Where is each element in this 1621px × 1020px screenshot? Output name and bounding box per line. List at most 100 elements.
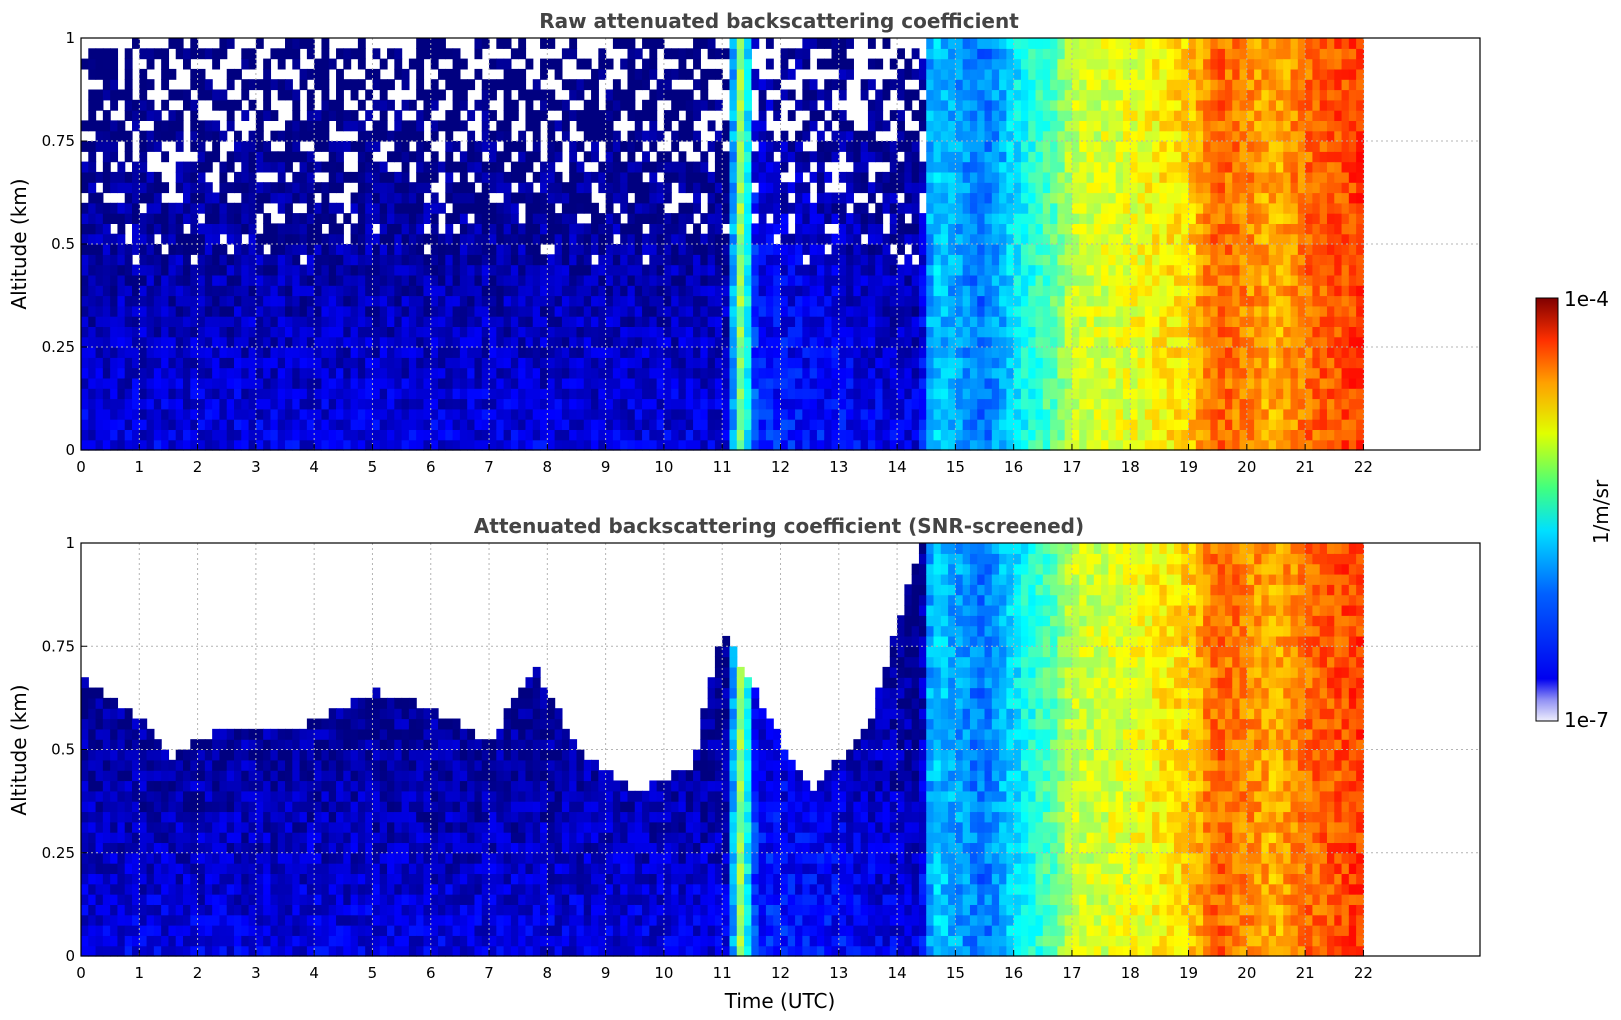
heatmap-cell [744, 285, 752, 297]
heatmap-cell [263, 89, 272, 101]
heatmap-cell [503, 38, 512, 49]
heatmap-cell [416, 316, 425, 327]
heatmap-cell [860, 264, 869, 276]
heatmap-cell [153, 336, 162, 348]
heatmap-cell [977, 336, 986, 348]
heatmap-cell [576, 244, 585, 255]
heatmap-cell [321, 182, 330, 194]
heatmap-cell [700, 38, 709, 49]
heatmap-cell [430, 254, 439, 266]
heatmap-cell [751, 79, 760, 91]
heatmap-cell [241, 408, 250, 420]
heatmap-cell [714, 130, 723, 142]
heatmap-cell [671, 244, 680, 255]
heatmap-cell [948, 254, 956, 266]
heatmap-cell [510, 305, 519, 317]
heatmap-cell [1101, 151, 1109, 163]
heatmap-cell [882, 182, 891, 194]
heatmap-cell [736, 336, 745, 348]
heatmap-cell [926, 398, 935, 410]
heatmap-cell [1093, 398, 1102, 410]
heatmap-cell [1115, 89, 1124, 101]
heatmap-cell [379, 357, 388, 369]
heatmap-cell [875, 233, 884, 245]
heatmap-cell [102, 89, 111, 101]
heatmap-cell [365, 347, 374, 358]
heatmap-cell [540, 99, 548, 111]
heatmap-cell [139, 110, 148, 121]
heatmap-cell [357, 367, 366, 379]
heatmap-cell [255, 38, 264, 49]
heatmap-cell [314, 388, 323, 400]
heatmap-cell [365, 233, 374, 245]
heatmap-cell [401, 202, 410, 214]
heatmap-cell [620, 274, 629, 286]
heatmap-cell [430, 38, 439, 49]
heatmap-cell [219, 48, 228, 60]
heatmap-cell [1057, 202, 1066, 214]
heatmap-cell [838, 336, 847, 348]
heatmap-cell [248, 171, 257, 183]
heatmap-cell [248, 305, 257, 317]
heatmap-cell [576, 357, 585, 369]
heatmap-cell [736, 171, 745, 183]
heatmap-cell [1057, 377, 1066, 389]
heatmap-cell [372, 429, 381, 441]
heatmap-cell [328, 316, 337, 327]
heatmap-cell [408, 120, 417, 132]
heatmap-cell [372, 264, 381, 276]
heatmap-cell [1057, 161, 1066, 173]
heatmap-cell [809, 419, 818, 430]
heatmap-cell [904, 326, 913, 338]
heatmap-cell [926, 38, 935, 49]
heatmap-cell [773, 316, 782, 327]
heatmap-cell [867, 79, 876, 91]
heatmap-cell [620, 388, 629, 400]
heatmap-cell [867, 408, 876, 420]
heatmap-cell [1101, 377, 1109, 389]
heatmap-cell [860, 244, 869, 255]
heatmap-cell [751, 377, 760, 389]
heatmap-cell [802, 408, 811, 420]
heatmap-cell [452, 429, 461, 441]
heatmap-cell [321, 254, 330, 266]
heatmap-cell [561, 295, 570, 307]
heatmap-cell [663, 439, 672, 451]
heatmap-cell [452, 233, 461, 245]
heatmap-cell [175, 202, 184, 214]
heatmap-cell [299, 130, 308, 142]
heatmap-cell [904, 99, 913, 111]
heatmap-cell [1028, 68, 1037, 80]
heatmap-cell [234, 244, 242, 255]
heatmap-cell [525, 285, 534, 297]
heatmap-cell [277, 357, 286, 369]
heatmap-cell [1050, 202, 1058, 214]
heatmap-cell [336, 305, 344, 317]
heatmap-cell [350, 295, 359, 307]
heatmap-cell [161, 419, 170, 430]
heatmap-cell [1079, 233, 1088, 245]
heatmap-cell [204, 429, 213, 441]
heatmap-cell [649, 161, 658, 173]
heatmap-cell [379, 89, 388, 101]
heatmap-cell [678, 254, 687, 266]
heatmap-cell [729, 58, 738, 70]
heatmap-cell [255, 274, 264, 286]
heatmap-cell [321, 99, 330, 111]
heatmap-cell [248, 336, 257, 348]
heatmap-cell [605, 357, 614, 369]
heatmap-cell [780, 192, 789, 204]
heatmap-cell [510, 274, 519, 286]
heatmap-cell [693, 377, 701, 389]
heatmap-cell [365, 439, 374, 451]
heatmap-cell [1006, 429, 1015, 441]
heatmap-cell [285, 151, 293, 163]
heatmap-cell [241, 161, 250, 173]
heatmap-cell [459, 161, 468, 173]
heatmap-cell [1122, 419, 1131, 430]
heatmap-cell [642, 347, 650, 358]
heatmap-cell [175, 48, 184, 60]
heatmap-cell [481, 171, 490, 183]
heatmap-cell [685, 213, 694, 224]
heatmap-cell [1035, 161, 1044, 173]
